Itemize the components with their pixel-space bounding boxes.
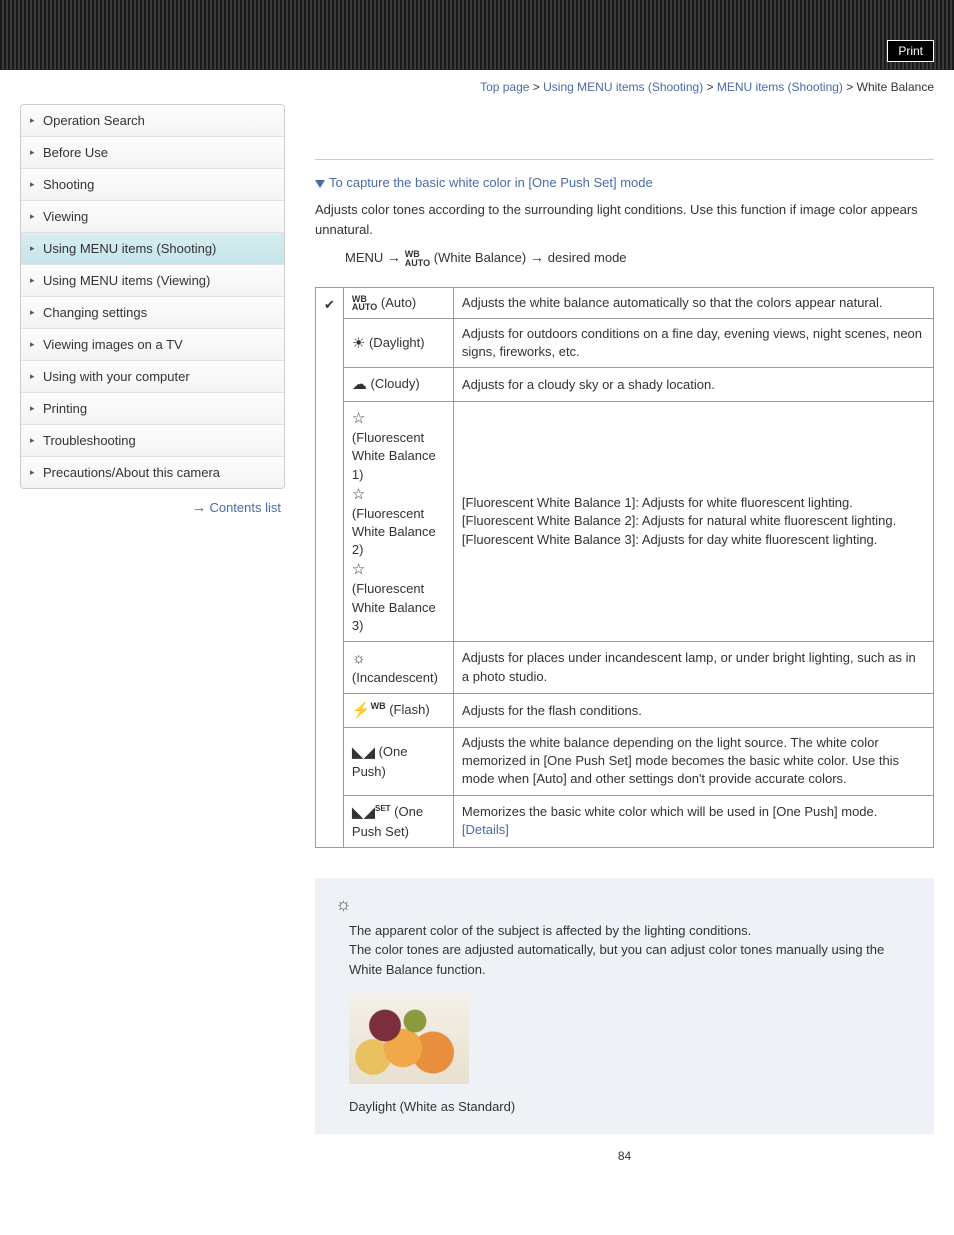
desc-cell: [Fluorescent White Balance 1]: Adjusts f… <box>453 402 933 642</box>
sidebar-wrap: Operation SearchBefore UseShootingViewin… <box>20 104 285 1168</box>
sidebar-item[interactable]: Troubleshooting <box>21 425 284 457</box>
wb-modes-table: ✔WBAUTO (Auto)Adjusts the white balance … <box>315 287 934 848</box>
one-push-set-icon: ◣◢SET <box>352 804 391 821</box>
sidebar-item[interactable]: Using MENU items (Viewing) <box>21 265 284 297</box>
tip-line2: The color tones are adjusted automatical… <box>349 940 914 979</box>
desc-cell: Adjusts for places under incandescent la… <box>453 641 933 693</box>
photo-caption: Daylight (White as Standard) <box>335 1099 914 1114</box>
table-row: ◣◢ (One Push)Adjusts the white balance d… <box>316 728 934 796</box>
mode-cell: ☁ (Cloudy) <box>343 368 453 402</box>
sidebar-item[interactable]: Before Use <box>21 137 284 169</box>
breadcrumb-menu-shooting[interactable]: Using MENU items (Shooting) <box>543 80 703 94</box>
table-row: ☀ (Daylight)Adjusts for outdoors conditi… <box>316 318 934 367</box>
sidebar-item[interactable]: Using with your computer <box>21 361 284 393</box>
header-banner: Print <box>0 0 954 70</box>
sidebar-item[interactable]: Viewing <box>21 201 284 233</box>
sample-photo <box>349 994 469 1084</box>
mode-cell: ◣◢SET (One Push Set) <box>343 795 453 847</box>
desc-cell: Adjusts for a cloudy sky or a shady loca… <box>453 368 933 402</box>
triangle-icon <box>315 180 325 188</box>
print-button[interactable]: Print <box>887 40 934 62</box>
contents-list-link[interactable]: Contents list <box>209 500 281 515</box>
bulb-icon: ☼ <box>335 894 352 914</box>
one-push-icon: ◣◢ <box>352 744 375 761</box>
menu-path: MENU → WBAUTO (White Balance) → desired … <box>315 249 934 267</box>
breadcrumb-current: White Balance <box>857 80 934 94</box>
mode-cell: ⚡WB (Flash) <box>343 694 453 728</box>
mode-icon: ☼ <box>352 650 366 667</box>
desc-cell: Memorizes the basic white color which wi… <box>453 795 933 847</box>
desc-cell: Adjusts the white balance depending on t… <box>453 728 933 796</box>
breadcrumb: Top page > Using MENU items (Shooting) >… <box>0 70 954 104</box>
sidebar-item[interactable]: Shooting <box>21 169 284 201</box>
table-row: ☆(Fluorescent White Balance 1)☆(Fluoresc… <box>316 402 934 642</box>
desc-cell: Adjusts for outdoors conditions on a fin… <box>453 318 933 367</box>
table-row: ⚡WB (Flash)Adjusts for the flash conditi… <box>316 694 934 728</box>
wb-auto-icon: WBAUTO <box>405 250 430 266</box>
details-link[interactable]: [Details] <box>462 822 509 837</box>
sidebar-item[interactable]: Changing settings <box>21 297 284 329</box>
mode-cell: ◣◢ (One Push) <box>343 728 453 796</box>
mode-icon: ☀ <box>352 335 365 352</box>
desc-cell: Adjusts for the flash conditions. <box>453 694 933 728</box>
divider <box>315 159 934 160</box>
table-row: ✔ WBAUTO (Auto)Adjusts the white balance … <box>316 287 934 318</box>
sidebar-item[interactable]: Printing <box>21 393 284 425</box>
table-row: ☼ (Incandescent)Adjusts for places under… <box>316 641 934 693</box>
tip-line1: The apparent color of the subject is aff… <box>349 921 914 941</box>
flash-wb-icon: ⚡WB <box>352 702 386 719</box>
check-icon: ✔ <box>324 297 335 312</box>
fluorescent-icon: ☆ <box>352 410 365 427</box>
mode-cell: WBAUTO (Auto) <box>343 287 453 318</box>
breadcrumb-menu-items[interactable]: MENU items (Shooting) <box>717 80 843 94</box>
section-link[interactable]: To capture the basic white color in [One… <box>315 175 934 190</box>
fluorescent-icon: ☆ <box>352 561 365 578</box>
mode-cell: ☀ (Daylight) <box>343 318 453 367</box>
tip-box: ☼ The apparent color of the subject is a… <box>315 878 934 1135</box>
table-row: ◣◢SET (One Push Set)Memorizes the basic … <box>316 795 934 847</box>
sidebar: Operation SearchBefore UseShootingViewin… <box>20 104 285 489</box>
page-number: 84 <box>315 1134 934 1168</box>
sidebar-item[interactable]: Operation Search <box>21 105 284 137</box>
mode-icon: ☁ <box>352 376 367 393</box>
check-cell: ✔ <box>316 287 344 847</box>
arrow-icon: → <box>191 499 206 516</box>
sidebar-item[interactable]: Viewing images on a TV <box>21 329 284 361</box>
sidebar-item[interactable]: Using MENU items (Shooting) <box>21 233 284 265</box>
fluorescent-icon: ☆ <box>352 486 365 503</box>
main-content: To capture the basic white color in [One… <box>285 104 934 1168</box>
intro-text: Adjusts color tones according to the sur… <box>315 200 934 239</box>
table-row: ☁ (Cloudy)Adjusts for a cloudy sky or a … <box>316 368 934 402</box>
mode-cell: ☆(Fluorescent White Balance 1)☆(Fluoresc… <box>343 402 453 642</box>
sidebar-item[interactable]: Precautions/About this camera <box>21 457 284 488</box>
wb-auto-icon: WBAUTO <box>352 295 377 311</box>
desc-cell: Adjusts the white balance automatically … <box>453 287 933 318</box>
mode-cell: ☼ (Incandescent) <box>343 641 453 693</box>
breadcrumb-top[interactable]: Top page <box>480 80 529 94</box>
